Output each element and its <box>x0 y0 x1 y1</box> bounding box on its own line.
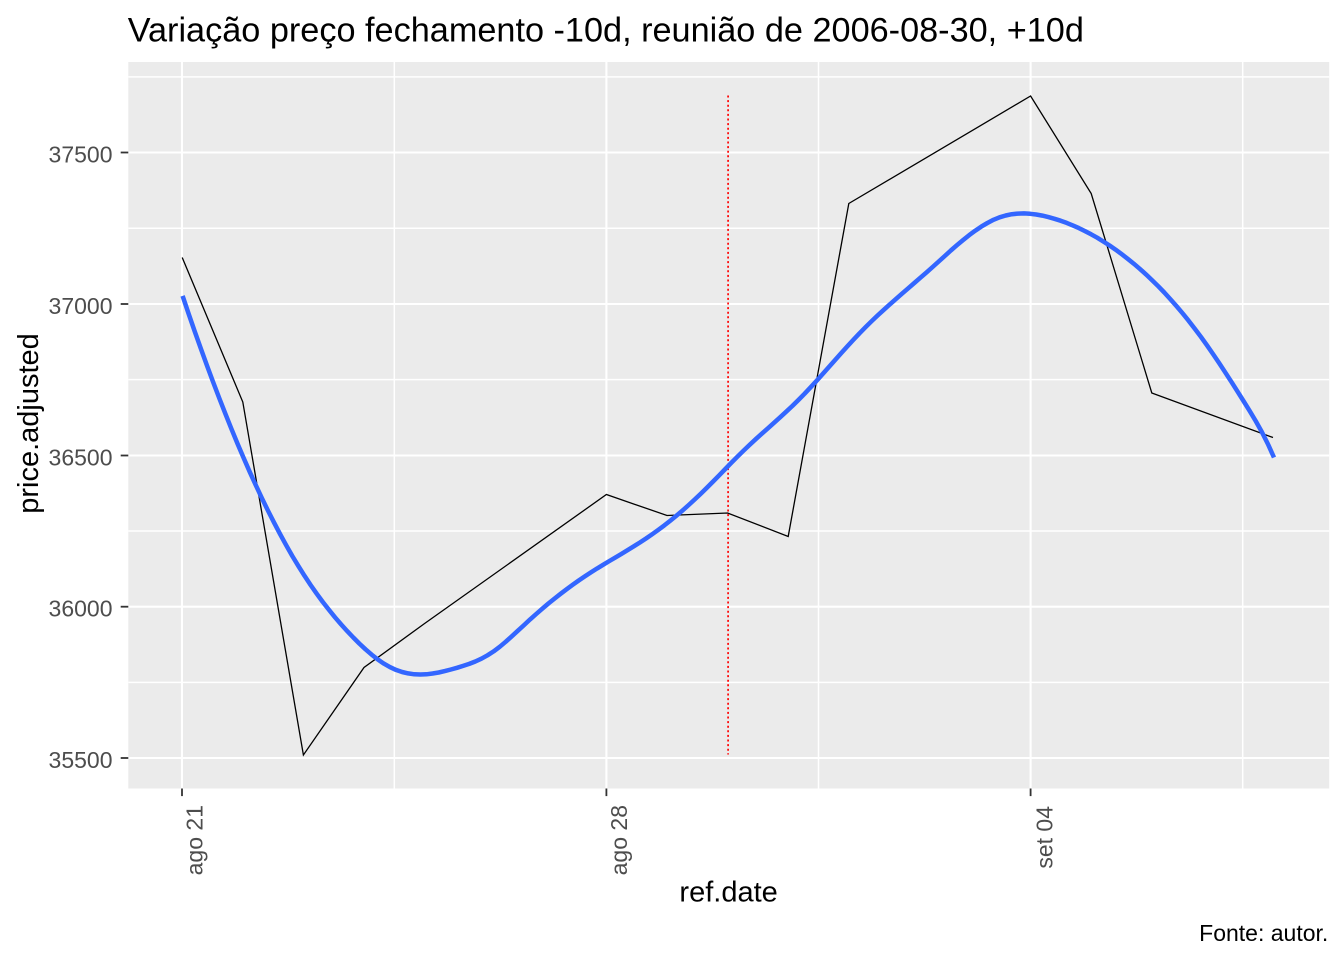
svg-text:set 04: set 04 <box>1032 806 1058 869</box>
svg-text:price.adjusted: price.adjusted <box>13 333 45 514</box>
svg-text:37500: 37500 <box>49 141 113 167</box>
svg-text:Variação preço fechamento -10d: Variação preço fechamento -10d, reunião … <box>128 12 1084 50</box>
svg-text:ago 28: ago 28 <box>606 805 632 875</box>
svg-text:37000: 37000 <box>49 293 113 319</box>
svg-text:Fonte: autor.: Fonte: autor. <box>1199 920 1328 946</box>
svg-text:36000: 36000 <box>49 596 113 622</box>
svg-text:35500: 35500 <box>49 747 113 773</box>
svg-text:ref.date: ref.date <box>679 877 777 909</box>
svg-text:ago 21: ago 21 <box>182 805 208 875</box>
svg-text:36500: 36500 <box>49 444 113 470</box>
